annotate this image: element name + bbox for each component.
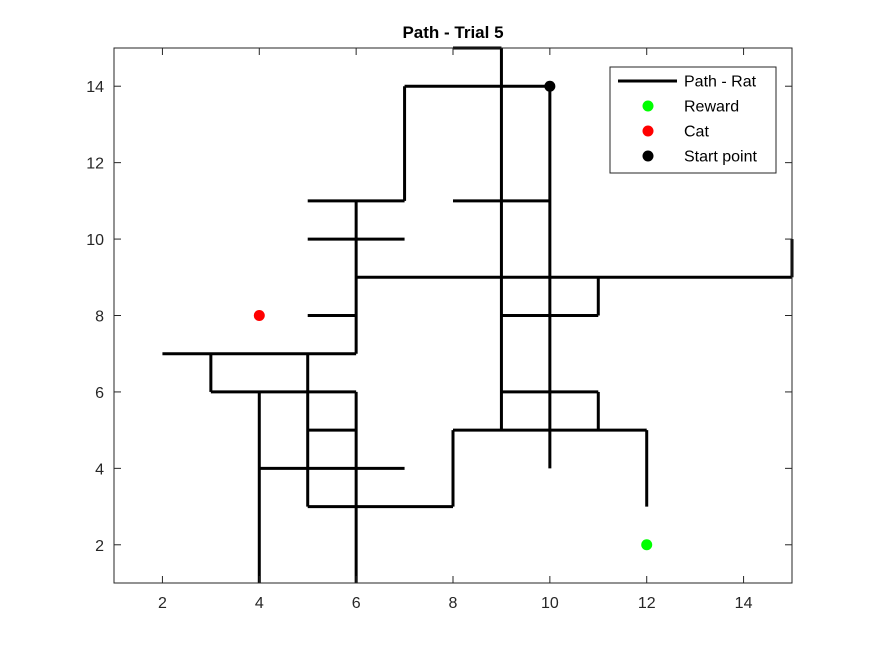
y-tick-label: 14 xyxy=(86,79,104,96)
legend-label-reward: Reward xyxy=(684,99,739,116)
legend-swatch-cat xyxy=(642,125,654,137)
x-tick-label: 8 xyxy=(449,595,458,612)
legend-swatch-start-point xyxy=(642,150,654,162)
x-tick-label: 2 xyxy=(158,595,167,612)
chart-title: Path - Trial 5 xyxy=(402,23,503,42)
ticks: 2 4 6 8 10 12 14 2 4 6 8 10 12 14 xyxy=(86,48,792,612)
start-point-marker xyxy=(544,80,556,92)
x-tick-label: 12 xyxy=(638,595,656,612)
x-tick-label: 6 xyxy=(352,595,361,612)
y-tick-label: 6 xyxy=(95,385,104,402)
x-tick-label: 10 xyxy=(541,595,559,612)
reward-marker xyxy=(641,539,653,551)
legend-swatch-reward xyxy=(642,100,654,112)
x-tick-label: 14 xyxy=(735,595,753,612)
path-rat-series xyxy=(162,46,794,583)
legend-box xyxy=(609,66,777,174)
cat-marker xyxy=(253,310,265,321)
y-tick-label: 10 xyxy=(86,232,104,249)
marker-points xyxy=(253,80,653,551)
legend-label-start-point: Start point xyxy=(684,149,757,166)
y-tick-label: 12 xyxy=(86,156,104,173)
legend-label-cat: Cat xyxy=(684,124,709,141)
legend: Path - Rat Reward Cat Start point xyxy=(609,66,777,174)
y-tick-label: 8 xyxy=(95,309,104,326)
x-tick-label: 4 xyxy=(255,595,264,612)
y-tick-label: 2 xyxy=(95,538,104,555)
y-tick-label: 4 xyxy=(95,461,104,478)
legend-label-path-rat: Path - Rat xyxy=(684,74,757,91)
